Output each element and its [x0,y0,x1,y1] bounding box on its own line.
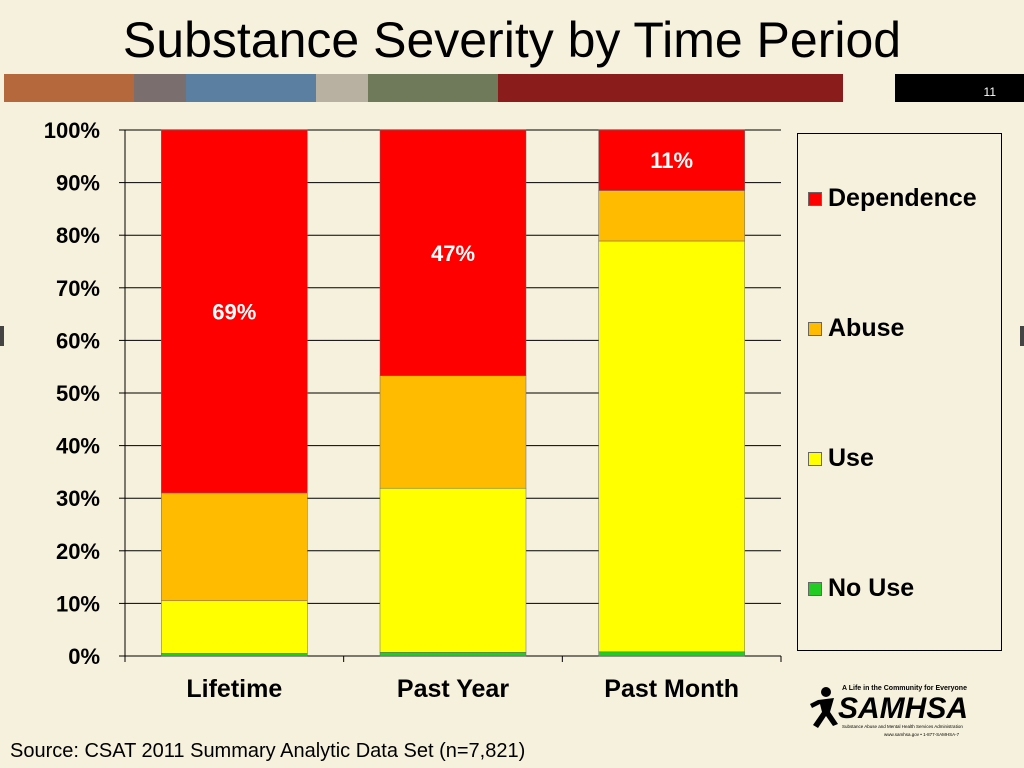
bar-segment-no-use [161,653,308,657]
legend-item: Abuse [808,314,904,343]
bar-segment-use [161,600,308,654]
running-figure-icon [810,687,838,728]
bar-segment-dependence [598,129,745,191]
legend-item: Dependence [808,184,977,213]
title-color-band [4,74,1024,102]
legend-label: Dependence [828,184,977,212]
left-edge-marker [0,326,4,346]
right-edge-marker [1020,326,1024,346]
chart-legend: Dependence Abuse Use No Use [797,133,1002,651]
legend-label: No Use [828,574,915,602]
band-segment [368,74,498,102]
bar-segment-abuse [379,375,527,489]
bar-segment-dependence [161,129,308,494]
source-note: Source: CSAT 2011 Summary Analytic Data … [10,740,526,762]
x-tick-label: Lifetime [186,675,282,703]
data-label: 11% [650,148,693,173]
samhsa-logo: A Life in the Community for Everyone SAM… [810,685,968,737]
bar-segment-abuse [598,190,745,242]
band-segment [895,74,1024,102]
bar-segment-abuse [161,492,308,602]
bar-segment-use [379,487,527,653]
y-tick-label: 50% [56,381,100,406]
band-segment [498,74,843,102]
x-tick-label: Past Month [604,675,739,703]
legend-swatch [808,451,822,466]
y-tick-label: 40% [56,434,100,459]
y-tick-label: 100% [44,118,100,143]
svg-text:www.samhsa.gov • 1-877-SAMHSA-: www.samhsa.gov • 1-877-SAMHSA-7 [884,732,960,737]
band-segment [186,74,316,102]
y-tick-label: 0% [68,644,100,669]
slide-title: Substance Severity by Time Period [122,12,902,68]
band-segment [843,74,895,102]
y-tick-label: 20% [56,539,100,564]
legend-swatch [808,321,822,336]
band-segment [4,74,134,102]
legend-swatch [808,581,822,596]
band-segment [134,74,186,102]
bar-segment-no-use [598,651,745,657]
legend-label: Abuse [828,314,905,342]
bar-segment-use [598,240,745,653]
y-tick-label: 90% [56,171,100,196]
svg-text:Substance Abuse and Mental Hea: Substance Abuse and Mental Health Servic… [842,724,963,729]
data-label: 69% [212,299,256,324]
bar-segment-no-use [379,652,527,657]
x-tick-label: Past Year [397,675,509,703]
legend-item: No Use [808,574,914,603]
svg-text:A Life in the Community for Ev: A Life in the Community for Everyone [842,685,967,692]
legend-item: Use [808,444,874,473]
bar-segment-dependence [379,129,527,376]
band-segment [316,74,368,102]
y-tick-label: 30% [56,486,100,511]
y-tick-label: 60% [56,328,100,353]
svg-text:SAMHSA: SAMHSA [838,692,968,725]
data-label: 47% [431,241,475,266]
legend-label: Use [828,444,874,472]
legend-swatch [808,191,822,206]
y-tick-label: 10% [56,591,100,616]
y-tick-label: 80% [56,223,100,248]
slide-number: 11 [983,85,996,99]
y-tick-label: 70% [56,276,100,301]
